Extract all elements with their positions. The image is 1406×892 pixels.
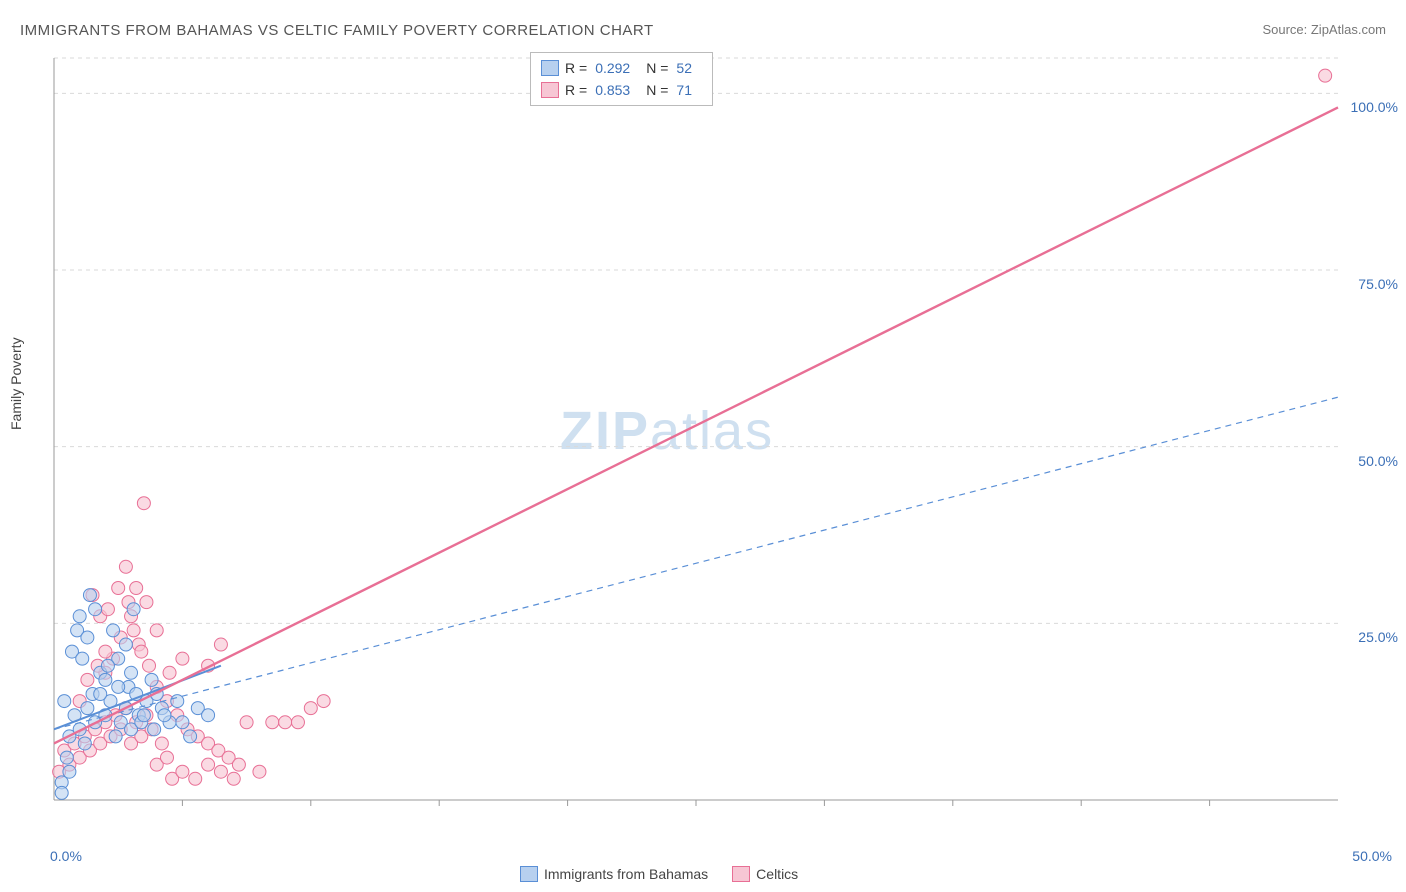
legend-n-value: 52: [676, 60, 692, 76]
legend-row: R = 0.853 N = 71: [541, 79, 702, 101]
x-max-label: 50.0%: [1352, 848, 1392, 864]
legend-label: Celtics: [756, 866, 798, 882]
legend-swatch-blue: [541, 60, 559, 76]
legend-r-value: 0.292: [595, 60, 630, 76]
legend-r-label: R =: [565, 82, 587, 98]
y-tick-label: 50.0%: [1358, 453, 1398, 469]
legend-n-label: N =: [646, 82, 668, 98]
legend-item: Immigrants from Bahamas: [520, 866, 708, 882]
y-axis-label: Family Poverty: [8, 337, 24, 430]
legend-row: R = 0.292 N = 52: [541, 57, 702, 79]
legend-label: Immigrants from Bahamas: [544, 866, 708, 882]
series-legend: Immigrants from Bahamas Celtics: [520, 866, 798, 882]
correlation-legend: R = 0.292 N = 52 R = 0.853 N = 71: [530, 52, 713, 106]
legend-n-value: 71: [676, 82, 692, 98]
scatter-chart: [48, 50, 1388, 840]
legend-r-value: 0.853: [595, 82, 630, 98]
legend-item: Celtics: [732, 866, 798, 882]
y-tick-label: 25.0%: [1358, 629, 1398, 645]
chart-title: IMMIGRANTS FROM BAHAMAS VS CELTIC FAMILY…: [20, 22, 654, 39]
legend-swatch-pink: [541, 82, 559, 98]
legend-swatch-blue: [520, 866, 538, 882]
x-min-label: 0.0%: [50, 848, 82, 864]
chart-area: [48, 50, 1388, 840]
legend-n-label: N =: [646, 60, 668, 76]
y-tick-label: 100.0%: [1351, 99, 1398, 115]
source-label: Source: ZipAtlas.com: [1262, 22, 1386, 37]
y-tick-label: 75.0%: [1358, 276, 1398, 292]
legend-swatch-pink: [732, 866, 750, 882]
legend-r-label: R =: [565, 60, 587, 76]
